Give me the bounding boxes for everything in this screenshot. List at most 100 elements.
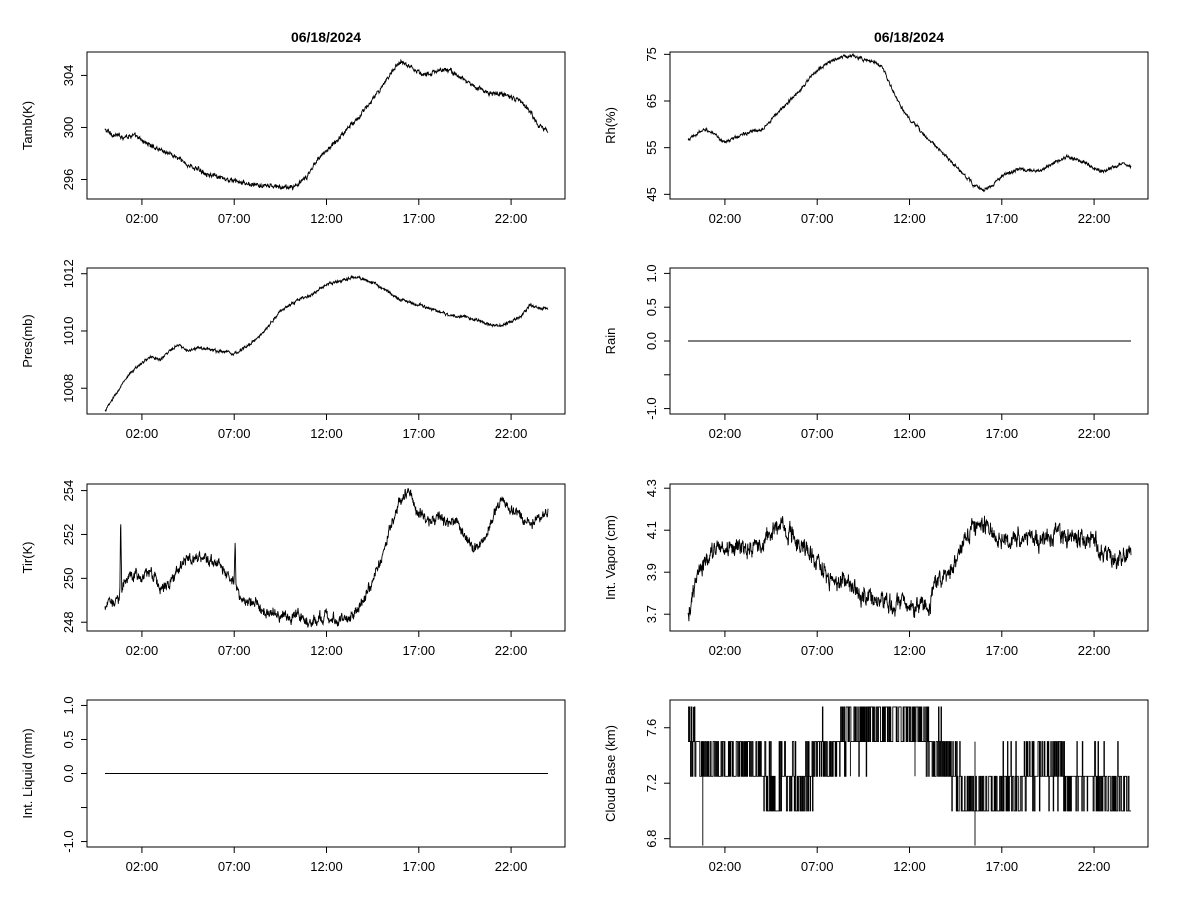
x-tick-label: 02:00 xyxy=(126,211,159,226)
y-axis-rh: 45 55 65 75 xyxy=(644,47,670,202)
x-tick-label: 22:00 xyxy=(495,643,528,658)
panel-cloudbase: Cloud Base (km) 02:00 07:00 12:00 17:00 22:00… xyxy=(603,699,1149,874)
y-axis-label-tamb: Tamb(K) xyxy=(20,101,35,150)
data-series-cloudbase xyxy=(688,706,1131,846)
y-tick-label: 1.0 xyxy=(644,264,659,282)
x-tick-label: 22:00 xyxy=(1078,211,1111,226)
panel-vapor: Int. Vapor (cm) 02:00 07:00 12:00 17:00 22:00… xyxy=(603,479,1149,658)
x-tick-label: 12:00 xyxy=(310,426,343,441)
x-tick-label: 12:00 xyxy=(893,643,926,658)
data-series-rh xyxy=(687,53,1132,193)
y-tick-label: 3.7 xyxy=(644,605,659,623)
y-tick-label: 254 xyxy=(61,480,76,502)
y-tick-label: 7.2 xyxy=(644,774,659,792)
panel-liquid: Int. Liquid (mm) 02:00 07:00 12:00 17:00 22:0… xyxy=(20,696,566,874)
y-tick-label: 4.3 xyxy=(644,479,659,497)
y-axis-label-tir: Tir(K) xyxy=(20,541,35,573)
y-tick-label: 296 xyxy=(61,169,76,191)
x-tick-label: 17:00 xyxy=(403,643,436,658)
x-tick-label: 17:00 xyxy=(403,426,436,441)
panel-rh: 06/18/2024 Rh(%) 02:00 07:00 12:00 17:00 22:00… xyxy=(603,29,1149,226)
y-tick-label: -1.0 xyxy=(61,830,76,852)
y-tick-label: 248 xyxy=(61,611,76,633)
x-tick-label: 07:00 xyxy=(218,643,251,658)
x-tick-label: 17:00 xyxy=(986,426,1019,441)
panel-tir: Tir(K) 02:00 07:00 12:00 17:00 22:00 248 250 252… xyxy=(20,480,566,658)
x-tick-label: 17:00 xyxy=(986,211,1019,226)
plot-frame-pres xyxy=(86,267,566,415)
y-tick-label: 1012 xyxy=(61,259,76,288)
y-tick-label: 45 xyxy=(644,187,659,201)
x-axis-tir: 02:00 07:00 12:00 17:00 22:00 xyxy=(126,631,528,658)
y-axis-pres: 1008 1010 1012 xyxy=(61,259,87,403)
plot-frame-tamb xyxy=(86,51,566,200)
y-tick-label: 300 xyxy=(61,117,76,139)
y-tick-label: 250 xyxy=(61,567,76,589)
data-series-pres xyxy=(104,275,549,412)
x-tick-label: 07:00 xyxy=(801,426,834,441)
chart-title-rh: 06/18/2024 xyxy=(874,29,944,45)
x-tick-label: 12:00 xyxy=(893,211,926,226)
x-tick-label: 22:00 xyxy=(495,426,528,441)
y-axis-vapor: 3.7 3.9 4.1 4.3 xyxy=(644,479,670,623)
x-tick-label: 17:00 xyxy=(986,859,1019,874)
x-tick-label: 07:00 xyxy=(801,859,834,874)
y-axis-liquid: -1.0 0.0 0.5 1.0 xyxy=(61,696,87,853)
data-series-vapor xyxy=(687,515,1132,622)
x-tick-label: 22:00 xyxy=(1078,859,1111,874)
x-tick-label: 02:00 xyxy=(126,859,159,874)
y-tick-label: 6.8 xyxy=(644,830,659,848)
y-tick-label: 65 xyxy=(644,94,659,108)
y-tick-label: 0.5 xyxy=(61,730,76,748)
y-axis-label-vapor: Int. Vapor (cm) xyxy=(603,515,618,600)
x-tick-label: 02:00 xyxy=(709,426,742,441)
x-axis-rain: 02:00 07:00 12:00 17:00 22:00 xyxy=(709,414,1111,441)
x-axis-pres: 02:00 07:00 12:00 17:00 22:00 xyxy=(126,414,528,441)
x-tick-label: 07:00 xyxy=(218,426,251,441)
x-tick-label: 17:00 xyxy=(403,859,436,874)
y-tick-label: 0.0 xyxy=(644,332,659,350)
x-tick-label: 17:00 xyxy=(403,211,436,226)
y-tick-label: 75 xyxy=(644,47,659,61)
x-axis-liquid: 02:00 07:00 12:00 17:00 22:00 xyxy=(126,847,528,874)
y-tick-label: 0.0 xyxy=(61,764,76,782)
x-axis-rh: 02:00 07:00 12:00 17:00 22:00 xyxy=(709,199,1111,226)
x-tick-label: 22:00 xyxy=(495,211,528,226)
panel-tamb: 06/18/2024 Tamb(K) 02:00 07:00 12:00 17:00 22:… xyxy=(20,29,566,226)
x-tick-label: 12:00 xyxy=(310,211,343,226)
y-axis-label-cloudbase: Cloud Base (km) xyxy=(603,725,618,822)
y-axis-tamb: 296 300 304 xyxy=(61,65,87,191)
x-tick-label: 07:00 xyxy=(801,211,834,226)
y-tick-label: 55 xyxy=(644,140,659,154)
data-series-tir xyxy=(104,487,549,628)
x-axis-tamb: 02:00 07:00 12:00 17:00 22:00 xyxy=(126,199,528,226)
y-axis-tir: 248 250 252 254 xyxy=(61,480,87,633)
x-tick-label: 22:00 xyxy=(1078,643,1111,658)
x-tick-label: 17:00 xyxy=(986,643,1019,658)
x-tick-label: 07:00 xyxy=(218,211,251,226)
plot-frame-rh xyxy=(669,51,1149,200)
y-tick-label: 1008 xyxy=(61,374,76,403)
x-tick-label: 22:00 xyxy=(495,859,528,874)
y-tick-label: 0.5 xyxy=(644,298,659,316)
chart-title-tamb: 06/18/2024 xyxy=(291,29,361,45)
x-axis-cloudbase: 02:00 07:00 12:00 17:00 22:00 xyxy=(709,847,1111,874)
data-series-tamb xyxy=(104,58,549,191)
x-tick-label: 22:00 xyxy=(1078,426,1111,441)
x-tick-label: 02:00 xyxy=(709,643,742,658)
y-axis-label-rain: Rain xyxy=(603,328,618,355)
y-tick-label: 7.6 xyxy=(644,719,659,737)
panel-pres: Pres(mb) 02:00 07:00 12:00 17:00 22:00 1008 101… xyxy=(20,259,566,441)
y-tick-label: 1.0 xyxy=(61,696,76,714)
y-axis-label-pres: Pres(mb) xyxy=(20,314,35,367)
x-tick-label: 07:00 xyxy=(801,643,834,658)
x-tick-label: 12:00 xyxy=(893,426,926,441)
y-tick-label: 4.1 xyxy=(644,521,659,539)
y-axis-cloudbase: 6.8 7.2 7.6 xyxy=(644,719,670,848)
x-tick-label: 02:00 xyxy=(709,859,742,874)
y-axis-rain: -1.0 0.0 0.5 1.0 xyxy=(644,264,670,420)
x-tick-label: 07:00 xyxy=(218,859,251,874)
y-axis-label-liquid: Int. Liquid (mm) xyxy=(20,728,35,818)
x-tick-label: 02:00 xyxy=(709,211,742,226)
